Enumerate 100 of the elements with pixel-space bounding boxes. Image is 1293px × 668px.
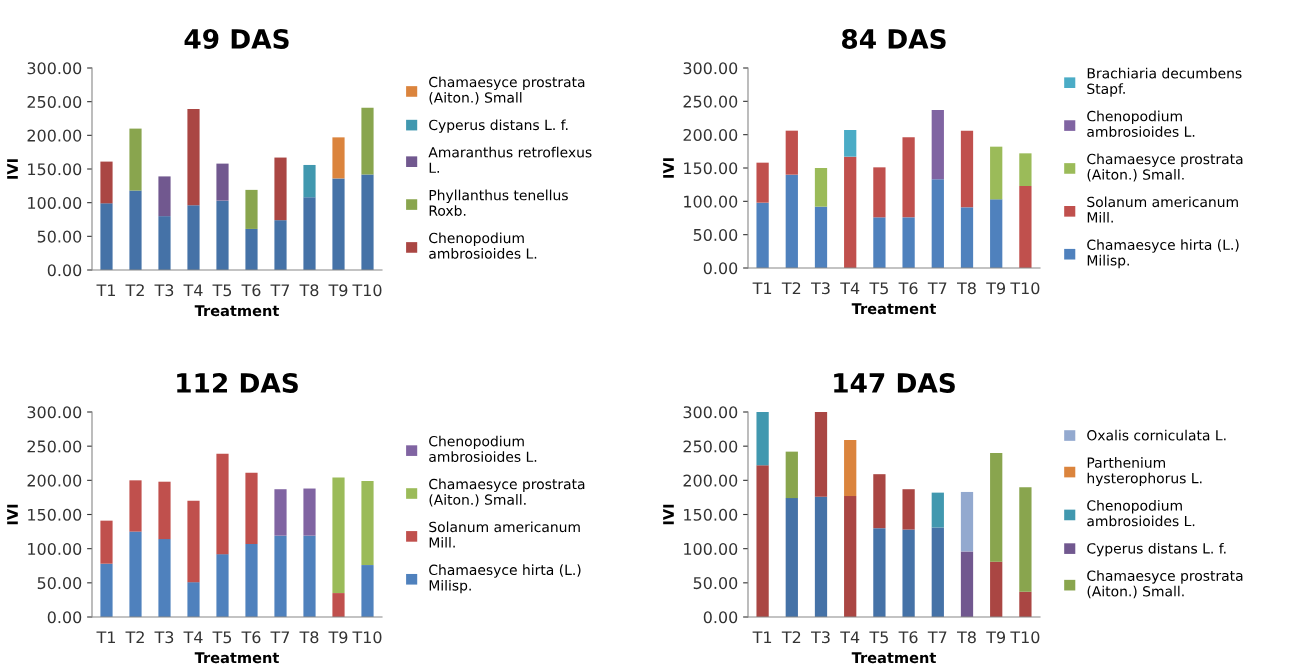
- bar: [274, 489, 287, 536]
- bar: [216, 554, 229, 617]
- x-tick-label: T2: [781, 631, 801, 644]
- bar: [100, 520, 113, 564]
- y-tick-label: 0.00: [703, 262, 738, 275]
- bar: [1019, 487, 1032, 592]
- bar: [303, 164, 316, 198]
- bar: [187, 109, 200, 206]
- bar: [100, 563, 113, 617]
- y-tick-label: 200.00: [683, 474, 738, 487]
- y-tick-label: 300.00: [27, 406, 82, 419]
- y-tick-label: 0.00: [703, 611, 738, 624]
- bar: [158, 216, 171, 270]
- bar: [960, 491, 974, 552]
- bar: [303, 488, 316, 536]
- x-tick-label: T2: [781, 282, 801, 295]
- bar: [332, 137, 345, 179]
- x-tick-label: T5: [212, 284, 232, 297]
- x-tick-label: T9: [328, 631, 348, 644]
- bar: [274, 220, 287, 270]
- y-axis-title: IVI: [7, 504, 18, 525]
- y-tick-label: 300.00: [683, 62, 738, 75]
- bar: [785, 498, 798, 617]
- legend-label: Chamaesyce prostrata (Aiton.) Small.: [1087, 570, 1243, 599]
- bar: [902, 217, 915, 268]
- x-tick-label: T9: [328, 284, 348, 297]
- y-tick-label: 150.00: [28, 163, 82, 176]
- bar: [129, 190, 142, 270]
- bar: [960, 551, 974, 617]
- x-axis-title: Treatment: [194, 652, 280, 664]
- x-tick-label: T1: [96, 284, 115, 297]
- x-tick-label: T7: [270, 284, 290, 297]
- x-tick-label: T3: [154, 284, 174, 297]
- bar: [216, 200, 229, 270]
- bar: [756, 202, 769, 268]
- y-tick-label: 250.00: [683, 440, 738, 453]
- y-tick-label: 50.00: [693, 577, 738, 590]
- bar: [100, 203, 113, 270]
- x-tick-label: T4: [840, 631, 860, 644]
- legend-label: Chamaesyce prostrata (Aiton.) Small: [429, 76, 585, 105]
- bar: [814, 206, 828, 268]
- y-tick-label: 150.00: [28, 508, 82, 521]
- bar: [990, 453, 1003, 562]
- bar: [129, 531, 142, 617]
- bar: [1019, 153, 1032, 186]
- bar: [931, 110, 944, 180]
- bar: [785, 451, 798, 499]
- bar: [216, 453, 229, 555]
- y-axis-title: IVI: [7, 159, 18, 179]
- bar: [844, 440, 857, 497]
- legend-label: Parthenium hysterophorus L.: [1087, 457, 1202, 487]
- x-tick-label: T3: [810, 282, 830, 295]
- bar: [332, 593, 345, 617]
- y-tick-label: 250.00: [27, 95, 82, 108]
- bar: [814, 496, 828, 617]
- bar: [844, 496, 857, 617]
- y-tick-label: 250.00: [27, 440, 82, 453]
- x-tick-label: T10: [1010, 631, 1040, 644]
- legend-label: Chenopodium ambrosioides L.: [429, 232, 537, 259]
- bar: [960, 207, 974, 268]
- chart-title: 49 DAS: [184, 28, 289, 49]
- y-tick-label: 250.00: [683, 95, 738, 108]
- x-tick-label: T8: [956, 282, 976, 295]
- y-tick-label: 100.00: [684, 542, 738, 555]
- x-tick-label: T5: [869, 631, 888, 644]
- x-tick-label: T9: [986, 282, 1006, 295]
- x-tick-label: T2: [125, 284, 144, 297]
- x-tick-label: T6: [898, 631, 918, 644]
- y-tick-label: 300.00: [27, 62, 82, 75]
- bar: [158, 481, 171, 540]
- bar: [1019, 186, 1032, 268]
- x-tick-label: T10: [352, 631, 382, 644]
- bar: [960, 130, 974, 208]
- y-tick-label: 200.00: [683, 128, 738, 141]
- bar: [990, 561, 1003, 617]
- bar: [990, 146, 1003, 200]
- legend-label: Phyllanthus tenellus Roxb.: [429, 189, 568, 216]
- legend-label: Brachiaria decumbens Stapf.: [1087, 67, 1242, 97]
- y-tick-label: 200.00: [27, 129, 82, 142]
- x-tick-label: T4: [840, 282, 860, 295]
- bar: [931, 179, 944, 268]
- bar: [100, 161, 113, 204]
- legend-label: Cyperus distans L. f.: [1087, 542, 1226, 557]
- bar: [332, 477, 345, 594]
- x-tick-label: T8: [299, 284, 319, 297]
- x-tick-label: T8: [299, 631, 319, 644]
- y-tick-label: 50.00: [693, 228, 738, 241]
- y-tick-label: 0.00: [47, 611, 82, 624]
- bar: [785, 130, 798, 175]
- x-tick-label: T7: [270, 631, 290, 644]
- y-tick-label: 0.00: [47, 264, 82, 277]
- bar: [129, 128, 142, 191]
- bar: [873, 474, 886, 529]
- bar: [756, 465, 769, 617]
- y-axis-title: IVI: [663, 158, 674, 178]
- y-tick-label: 100.00: [684, 195, 738, 208]
- x-tick-label: T6: [898, 282, 918, 295]
- legend-label: Solanum americanum Mill.: [429, 521, 580, 548]
- bar: [187, 205, 200, 270]
- x-tick-label: T4: [183, 284, 203, 297]
